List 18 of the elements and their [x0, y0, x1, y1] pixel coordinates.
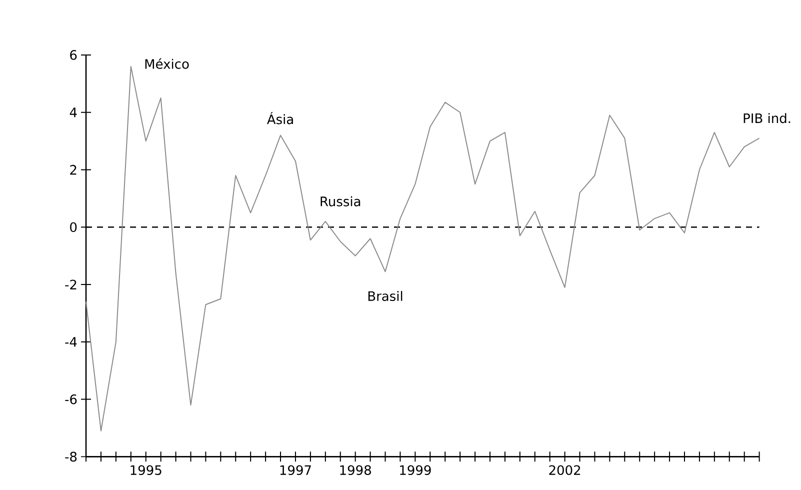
x-tick-label: 1999	[400, 465, 431, 476]
x-tick-label: 1997	[280, 465, 311, 476]
y-tick-label: 4	[70, 108, 77, 118]
annotation: Brasil	[368, 290, 402, 302]
y-tick-label: -6	[65, 394, 77, 404]
y-tick-label: 2	[70, 164, 76, 175]
x-tick-label: 1998	[340, 465, 371, 476]
annotation: Russia	[320, 196, 360, 206]
y-tick-label: -8	[65, 452, 77, 462]
x-tick-label: 1995	[130, 465, 162, 476]
annotation: Ásia	[267, 112, 293, 124]
y-tick-label: -2	[65, 280, 76, 290]
y-tick-label: 6	[70, 50, 77, 60]
annotation: México	[145, 58, 189, 69]
y-tick-label: 0	[70, 222, 77, 232]
x-tick-label: 2002	[549, 465, 580, 476]
annotation: PIB ind.	[744, 113, 790, 124]
y-tick-label: -4	[65, 337, 77, 347]
